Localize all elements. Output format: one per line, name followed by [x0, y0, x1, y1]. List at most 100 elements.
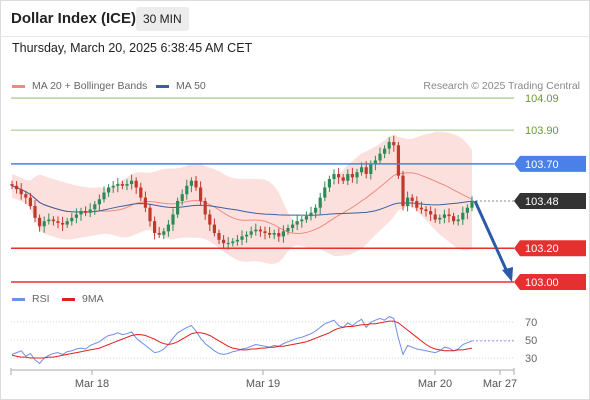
candle-body [56, 221, 60, 223]
candle-body [309, 212, 313, 217]
legend-9ma: 9MA [62, 293, 104, 305]
candle-body [465, 207, 469, 213]
candle-body [442, 214, 446, 218]
candle-body [272, 233, 276, 235]
candle-body [456, 219, 460, 222]
level-label-support: 103.20 [525, 243, 559, 255]
candle-body [120, 184, 124, 186]
candle-body [281, 231, 285, 237]
candle-body [268, 233, 272, 235]
level-tag-resistance [514, 155, 586, 172]
candle-body [42, 221, 46, 227]
candle-body [263, 231, 267, 234]
legend-ma50: MA 50 [156, 80, 206, 92]
candle-body [38, 217, 42, 227]
candle-body [84, 211, 88, 213]
candle-body [10, 184, 14, 186]
candle-body [208, 214, 212, 225]
candle-body [176, 200, 180, 215]
candle-body [383, 148, 387, 154]
candle-body [295, 221, 299, 225]
candle-body [47, 219, 51, 222]
candle-body [406, 197, 410, 207]
candle-body [222, 239, 226, 244]
candle-body [185, 185, 189, 195]
candle-body [470, 200, 474, 208]
candle-body [392, 141, 396, 146]
candle-body [88, 209, 92, 213]
candle-body [235, 239, 239, 242]
candle-body [203, 200, 207, 215]
candle-body [107, 187, 111, 193]
candle-body [194, 180, 198, 188]
candle-body [148, 207, 152, 222]
candle-body [410, 197, 414, 201]
candle-body [401, 175, 405, 207]
candle-body [125, 184, 129, 186]
candle-body [378, 153, 382, 161]
candle-body [314, 207, 318, 213]
candle-body [447, 214, 451, 217]
candle-body [300, 219, 304, 222]
rsi-tick-label: 30 [525, 353, 537, 365]
header-bar: Dollar Index (ICE) 30 MIN [0, 0, 590, 37]
candle-body [245, 234, 249, 237]
candle-body [19, 189, 23, 195]
candle-body [452, 216, 456, 222]
candle-body [373, 160, 377, 164]
candle-body [162, 231, 166, 235]
candle-body [171, 214, 175, 225]
candle-body [429, 211, 433, 215]
candle-body [419, 207, 423, 210]
candle-body [318, 197, 322, 208]
candle-body [134, 180, 138, 188]
candle-body [61, 222, 65, 225]
candle-body [323, 187, 327, 198]
legend-ma50-label: MA 50 [176, 80, 206, 92]
rsi-tick-label: 50 [525, 335, 537, 347]
rsi-tick-label: 70 [525, 317, 537, 329]
rsi-ma9-line [11, 320, 473, 359]
candle-body [111, 185, 115, 188]
candle-body [33, 206, 37, 218]
candle-body [254, 229, 258, 232]
x-tick-label: Mar 19 [246, 378, 280, 390]
ma20-swatch [12, 84, 25, 88]
candle-body [116, 184, 120, 186]
legend-ma20-label: MA 20 + Bollinger Bands [32, 80, 148, 92]
candle-body [286, 227, 290, 232]
legend-rsi: RSI [12, 293, 50, 305]
level-tag-support [514, 273, 586, 290]
level-label-current: 103.48 [525, 196, 559, 208]
x-tick-label: Mar 20 [418, 378, 452, 390]
candle-body [24, 194, 28, 198]
candle-body [277, 233, 281, 237]
candle-body [199, 187, 203, 201]
level-label-target: 104.09 [525, 93, 559, 105]
candle-body [130, 180, 134, 185]
timeframe-badge[interactable]: 30 MIN [136, 7, 189, 31]
bollinger-band [12, 131, 472, 264]
candle-body [424, 209, 428, 212]
rsi-swatch [12, 297, 25, 301]
candle-body [291, 224, 295, 228]
candle-body [231, 241, 235, 244]
candle-body [226, 243, 230, 245]
candle-body [143, 197, 147, 208]
level-label-resistance: 103.70 [525, 159, 559, 171]
level-tag-support [514, 240, 586, 257]
candle-body [97, 199, 101, 205]
ma9-swatch [62, 297, 75, 301]
candle-body [65, 221, 69, 225]
instrument-title: Dollar Index (ICE) [11, 10, 137, 27]
candle-body [157, 233, 161, 235]
legend-ma20: MA 20 + Bollinger Bands [12, 80, 147, 92]
candle-body [304, 216, 308, 220]
candle-body [153, 221, 157, 234]
candle-body [415, 200, 419, 208]
candle-body [327, 179, 331, 188]
legend-9ma-label: 9MA [82, 293, 104, 305]
candle-body [461, 212, 465, 220]
candle-body [139, 187, 143, 198]
